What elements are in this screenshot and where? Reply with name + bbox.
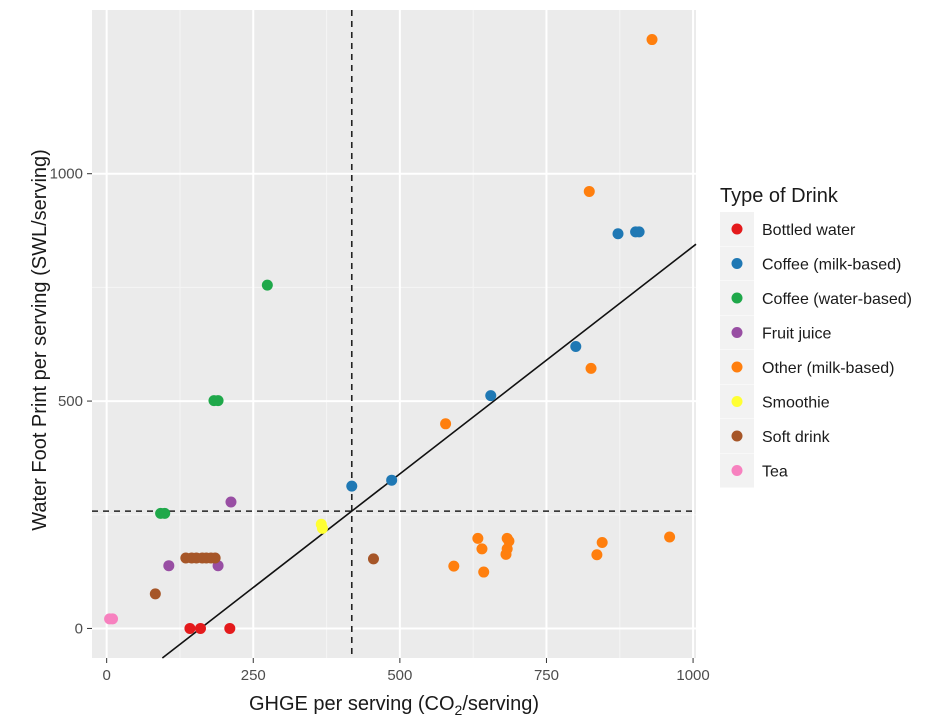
legend: Type of Drink Bottled water Coffee (milk-… — [720, 185, 912, 488]
data-point-other-milk-based — [664, 531, 676, 543]
y-axis-title: Water Foot Print per serving (SWL/servin… — [29, 149, 51, 531]
y-axis-ticks: 0 500 1000 — [50, 166, 92, 637]
legend-label: Coffee (milk-based) — [762, 257, 901, 274]
x-tick-label: 250 — [241, 667, 266, 684]
data-point-coffee-milk-based — [346, 480, 358, 492]
data-point-other-milk-based — [472, 532, 484, 544]
data-point-soft-drink — [367, 553, 379, 565]
y-tick-label: 500 — [58, 393, 83, 410]
data-point-tea — [107, 613, 119, 625]
data-point-other-milk-based — [646, 34, 658, 46]
x-axis-ticks: 0 250 500 750 1000 — [102, 658, 710, 684]
reference-lines — [92, 10, 697, 659]
legend-marker — [731, 361, 743, 373]
legend-label: Tea — [762, 464, 788, 481]
y-tick-label: 1000 — [50, 166, 83, 183]
data-point-coffee-water-based — [212, 395, 224, 407]
data-point-fruit-juice — [225, 496, 237, 508]
y-tick-label: 0 — [75, 620, 83, 637]
data-point-smoothie — [316, 522, 328, 534]
data-point-other-milk-based — [503, 535, 515, 547]
data-point-other-milk-based — [476, 543, 488, 555]
legend-label: Bottled water — [762, 222, 856, 239]
legend-marker — [731, 430, 743, 442]
legend-marker — [731, 396, 743, 407]
legend-marker — [731, 223, 743, 235]
data-points — [104, 34, 676, 634]
data-point-other-milk-based — [591, 549, 603, 561]
legend-marker — [731, 292, 743, 304]
data-point-other-milk-based — [583, 185, 595, 197]
data-point-other-milk-based — [478, 566, 490, 578]
data-point-other-milk-based — [596, 536, 608, 548]
fit-line — [161, 243, 697, 659]
data-point-coffee-milk-based — [570, 341, 582, 353]
legend-label: Soft drink — [762, 429, 831, 446]
data-point-coffee-water-based — [159, 507, 171, 519]
legend-marker — [731, 258, 743, 269]
grid-minor — [92, 10, 696, 658]
data-point-other-milk-based — [440, 418, 452, 430]
legend-marker — [731, 327, 743, 338]
data-point-bottled-water — [194, 622, 206, 634]
data-point-soft-drink — [209, 552, 221, 564]
x-tick-label: 500 — [387, 667, 412, 684]
legend-label: Fruit juice — [762, 326, 831, 343]
legend-marker — [731, 465, 743, 476]
data-point-bottled-water — [224, 622, 236, 634]
data-point-coffee-milk-based — [612, 228, 624, 240]
data-point-coffee-milk-based — [386, 474, 398, 486]
legend-label: Smoothie — [762, 395, 830, 412]
legend-label: Coffee (water-based) — [762, 291, 912, 308]
legend-items: Bottled water Coffee (milk-based) Coffee (… — [720, 212, 912, 488]
x-tick-label: 0 — [102, 667, 110, 684]
x-tick-label: 750 — [534, 667, 559, 684]
data-point-coffee-milk-based — [485, 390, 497, 402]
data-point-other-milk-based — [585, 362, 597, 374]
data-point-bottled-water — [184, 622, 196, 634]
data-point-coffee-milk-based — [633, 226, 645, 238]
data-point-other-milk-based — [448, 560, 460, 572]
data-point-fruit-juice — [163, 560, 175, 572]
grid-major — [92, 10, 696, 658]
x-axis-title: GHGE per serving (CO2/serving) — [249, 693, 539, 718]
data-point-soft-drink — [149, 588, 161, 600]
data-point-coffee-water-based — [261, 279, 273, 291]
legend-title: Type of Drink — [720, 185, 839, 207]
x-tick-label: 1000 — [676, 667, 709, 684]
legend-label: Other (milk-based) — [762, 360, 894, 377]
